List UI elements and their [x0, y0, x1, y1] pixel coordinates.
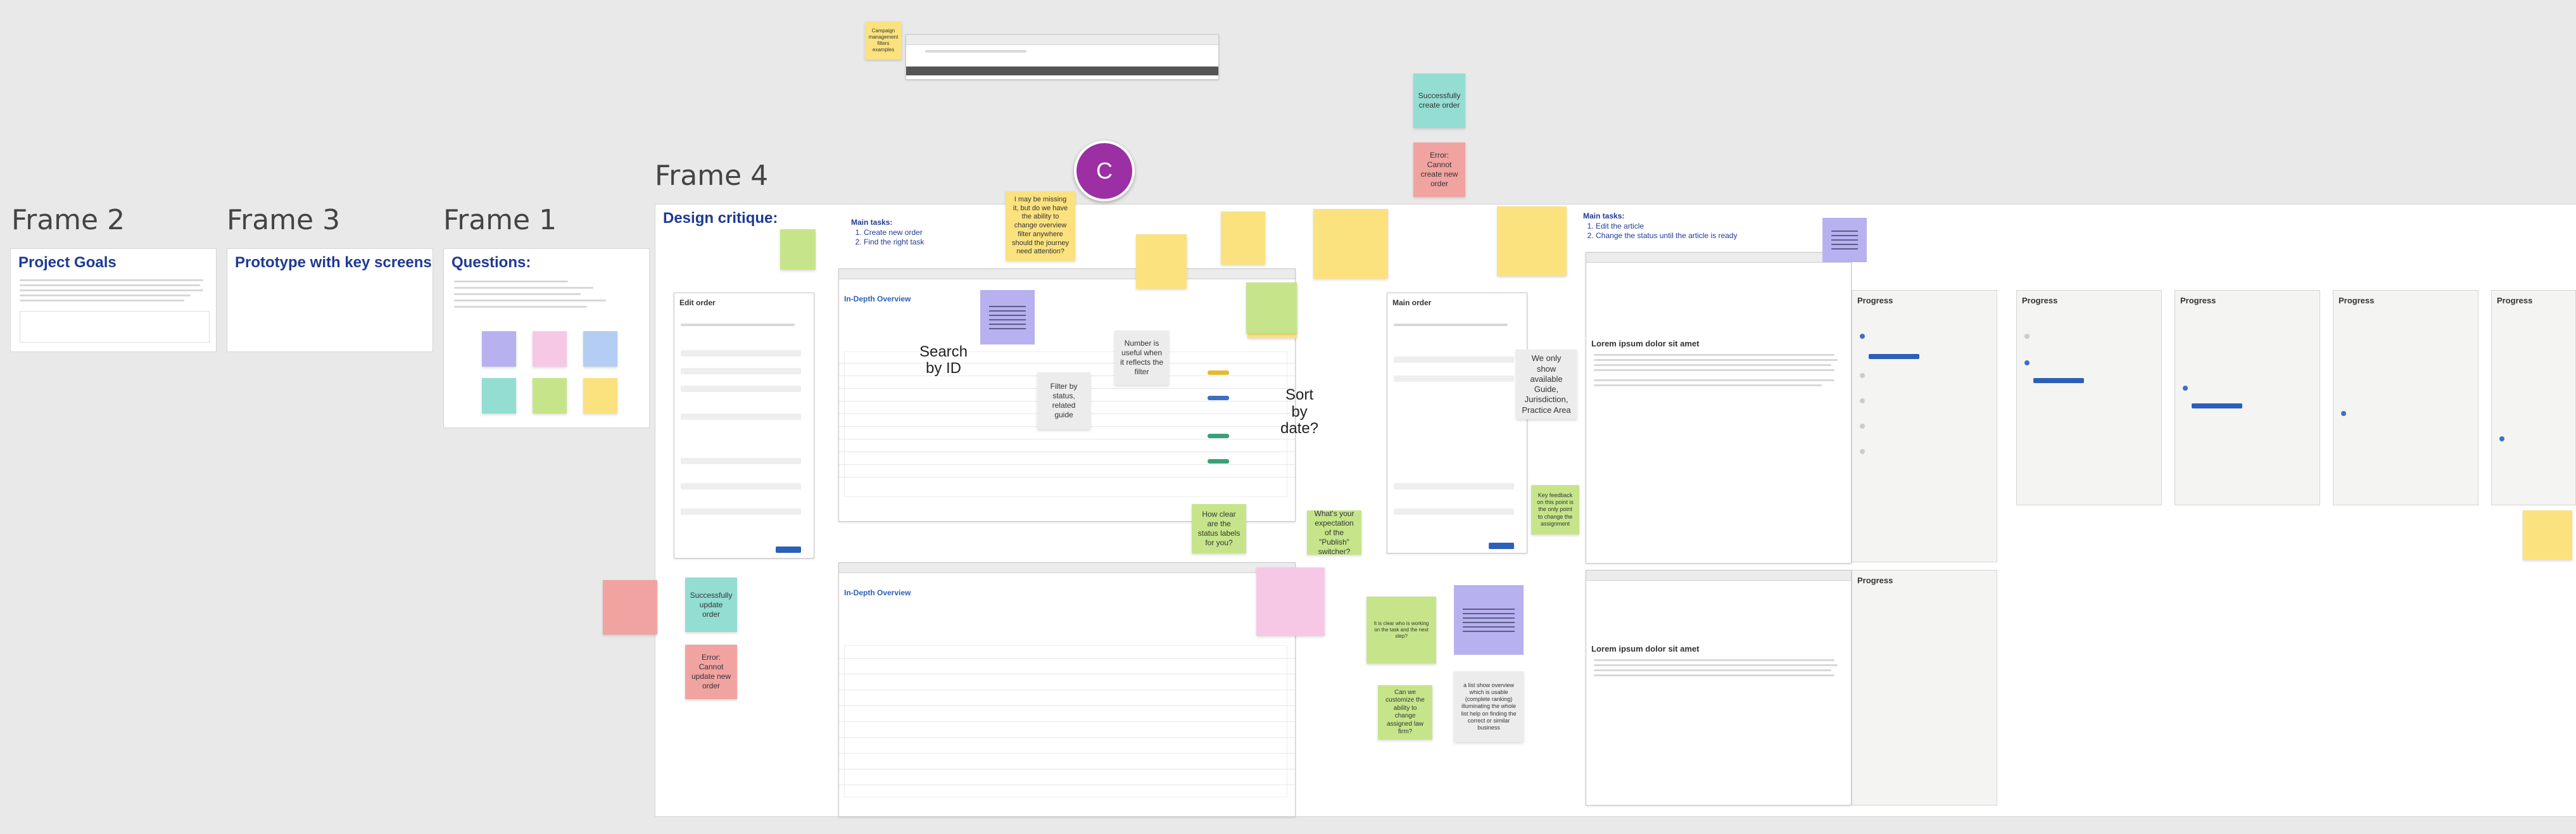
frame-1-label: Frame 1 [443, 204, 557, 236]
frame-2-title: Project Goals [18, 254, 117, 271]
frame-1-title: Questions: [451, 254, 531, 271]
sticky-filter[interactable]: Filter by status, related guide [1037, 372, 1090, 429]
overview-1-title: In-Depth Overview [844, 294, 911, 303]
progress-panel-1: Progress [1852, 290, 1997, 562]
sticky-list-show[interactable]: a list show overview which is usable (co… [1454, 671, 1524, 742]
sticky-number[interactable]: Number is useful when it reflects the fi… [1114, 331, 1169, 385]
progress-panel-6: Progress [1852, 570, 1997, 806]
sticky-note-a[interactable] [1136, 234, 1187, 289]
main-tasks-left: Main tasks: Create new order Find the ri… [851, 218, 940, 248]
progress-panel-5: Progress [2491, 290, 2576, 505]
article-editor-1: Lorem ipsum dolor sit amet [1586, 252, 1852, 564]
sticky-red-note[interactable] [603, 580, 657, 635]
sticky-q1[interactable] [482, 331, 516, 367]
main-tasks-right: Main tasks: Edit the article Change the … [1583, 212, 1748, 241]
sticky-status-labels[interactable]: How clear are the status labels for you? [1192, 504, 1246, 553]
overview-1-table [844, 351, 1287, 497]
frame-4-label: Frame 4 [655, 160, 769, 192]
sticky-note-left[interactable] [780, 229, 816, 270]
overview-2-title: In-Depth Overview [844, 588, 911, 597]
save-button[interactable] [776, 547, 801, 553]
frame-1: Questions: [443, 248, 650, 428]
edit-order-panel: Edit order [674, 293, 814, 559]
sticky-q6[interactable] [583, 378, 617, 414]
campaign-screenshot [906, 34, 1219, 80]
overview-screen-2: In-Depth Overview [838, 562, 1296, 817]
sticky-error-create[interactable]: Error: Cannot create new order [1413, 142, 1465, 197]
sticky-note-e[interactable] [1497, 206, 1567, 276]
edit-order-title: Edit order [679, 298, 716, 307]
sticky-sort[interactable]: Sort by date? [1280, 386, 1319, 438]
sticky-q3[interactable] [583, 331, 617, 367]
article-title-2: Lorem ipsum dolor sit amet [1591, 644, 1700, 654]
lined-sticky-3[interactable] [1454, 585, 1524, 655]
sticky-only-show[interactable]: We only show available Guide, Jurisdicti… [1516, 350, 1577, 419]
frame-2: Project Goals [10, 248, 217, 352]
frame-4-title: Design critique: [663, 210, 778, 227]
frame-3-title: Prototype with key screens [235, 254, 432, 271]
progress-panel-4: Progress [2333, 290, 2478, 505]
frame-3-label: Frame 3 [227, 204, 341, 236]
progress-panel-2: Progress [2016, 290, 2162, 505]
sticky-campaign[interactable]: Campaign management filters examples [865, 22, 902, 60]
lined-sticky-1[interactable] [980, 290, 1035, 344]
sticky-note-c[interactable] [1313, 209, 1388, 279]
article-editor-2: Lorem ipsum dolor sit amet [1586, 570, 1852, 806]
sticky-error-update[interactable]: Error: Cannot update new order [685, 645, 737, 699]
sticky-missing[interactable]: I may be missing it, but do we have the … [1006, 191, 1075, 261]
create-button[interactable] [1489, 543, 1514, 549]
frame-3: Prototype with key screens [227, 248, 433, 352]
avatar-c[interactable]: C [1074, 141, 1135, 201]
sticky-q4[interactable] [482, 378, 516, 414]
article-title-1: Lorem ipsum dolor sit amet [1591, 339, 1700, 348]
frame-2-label: Frame 2 [11, 204, 125, 236]
lined-sticky-2[interactable] [1822, 218, 1867, 262]
sticky-publish[interactable]: What's your expectation of the "Publish"… [1307, 509, 1361, 556]
sticky-key-feedback[interactable]: Key feedback on this point is the only p… [1531, 485, 1579, 534]
sticky-search-by-id[interactable]: Search by ID [919, 343, 968, 377]
sticky-ability[interactable]: Can we customize the ability to change a… [1378, 685, 1432, 740]
sticky-far-right[interactable] [2523, 510, 2572, 560]
sticky-green-top[interactable] [1246, 282, 1297, 333]
progress-panel-3: Progress [2175, 290, 2320, 505]
main-order-panel: Main order [1387, 293, 1527, 553]
sticky-pink-note[interactable] [1256, 567, 1325, 636]
sticky-q2[interactable] [533, 331, 567, 367]
sticky-note-b[interactable] [1221, 212, 1265, 265]
sticky-success-create[interactable]: Successfully create order [1413, 73, 1465, 128]
sticky-success-update[interactable]: Successfully update order [685, 578, 737, 632]
main-order-title: Main order [1392, 298, 1432, 307]
sticky-q5[interactable] [533, 378, 567, 414]
sticky-show-who[interactable]: It is clear who is working on the task a… [1367, 597, 1436, 664]
